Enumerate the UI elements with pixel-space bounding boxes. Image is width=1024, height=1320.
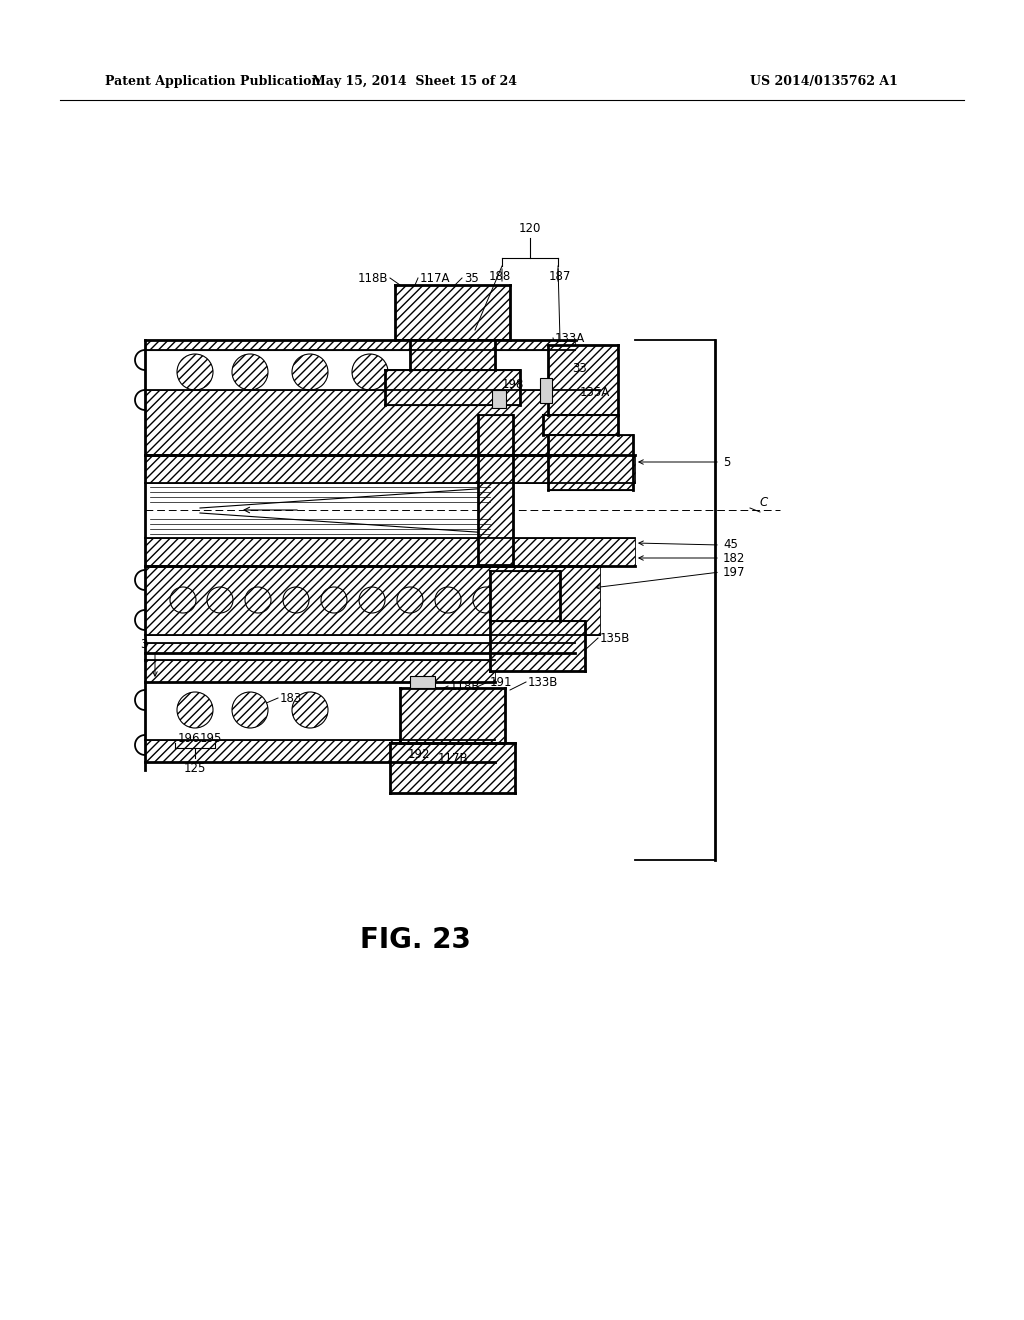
Text: 182: 182 (723, 552, 745, 565)
Text: 195: 195 (200, 731, 222, 744)
Text: 117B: 117B (438, 751, 469, 764)
Text: 188: 188 (488, 269, 511, 282)
Circle shape (170, 587, 196, 612)
Bar (145, 643, 575, 653)
Bar (410, 676, 435, 688)
Text: 192: 192 (408, 748, 430, 762)
Circle shape (511, 587, 537, 612)
Bar (548, 436, 633, 490)
Text: 197: 197 (723, 565, 745, 578)
Circle shape (292, 354, 328, 389)
Circle shape (177, 692, 213, 729)
Text: 118B: 118B (450, 680, 480, 693)
Circle shape (207, 587, 233, 612)
Text: 120: 120 (519, 222, 542, 235)
Text: 45: 45 (723, 539, 738, 552)
Circle shape (397, 587, 423, 612)
Circle shape (359, 587, 385, 612)
Circle shape (245, 587, 271, 612)
Bar (145, 455, 635, 483)
Text: 191: 191 (490, 676, 512, 689)
Circle shape (232, 692, 268, 729)
Bar (400, 688, 505, 743)
Circle shape (292, 692, 328, 729)
Bar (145, 660, 495, 682)
Bar (145, 539, 635, 566)
Text: 133A: 133A (555, 331, 586, 345)
Bar (395, 285, 510, 341)
Bar (410, 341, 495, 370)
Text: 135A: 135A (580, 387, 610, 400)
Circle shape (352, 354, 388, 389)
Bar (390, 743, 515, 793)
Circle shape (232, 354, 268, 389)
Text: 35: 35 (464, 272, 479, 285)
Bar (490, 620, 585, 671)
Bar (478, 414, 513, 565)
Text: 133B: 133B (528, 676, 558, 689)
Text: 3: 3 (140, 639, 148, 652)
Circle shape (283, 587, 309, 612)
Text: 118B: 118B (357, 272, 388, 285)
Bar (145, 341, 575, 350)
Text: 125: 125 (184, 762, 206, 775)
Text: 187: 187 (549, 269, 571, 282)
Text: 33: 33 (572, 362, 587, 375)
Text: 117A: 117A (420, 272, 451, 285)
Text: 183: 183 (280, 692, 302, 705)
Bar (548, 345, 618, 414)
Text: Patent Application Publication: Patent Application Publication (105, 75, 321, 88)
Text: 198: 198 (502, 379, 524, 392)
Bar (540, 378, 552, 403)
Circle shape (435, 587, 461, 612)
Bar (543, 414, 618, 436)
Bar (145, 566, 600, 635)
Bar (145, 341, 575, 350)
Bar (145, 741, 495, 762)
Text: May 15, 2014  Sheet 15 of 24: May 15, 2014 Sheet 15 of 24 (312, 75, 517, 88)
Bar (145, 389, 600, 455)
Bar (490, 572, 560, 620)
Text: 196: 196 (178, 731, 201, 744)
Text: C: C (760, 495, 768, 508)
Circle shape (177, 354, 213, 389)
Bar (492, 389, 506, 408)
Text: 135B: 135B (600, 631, 631, 644)
Text: FIG. 23: FIG. 23 (359, 927, 470, 954)
Text: 5: 5 (723, 455, 730, 469)
Circle shape (473, 587, 499, 612)
Circle shape (321, 587, 347, 612)
Text: US 2014/0135762 A1: US 2014/0135762 A1 (750, 75, 898, 88)
Bar (385, 370, 520, 405)
